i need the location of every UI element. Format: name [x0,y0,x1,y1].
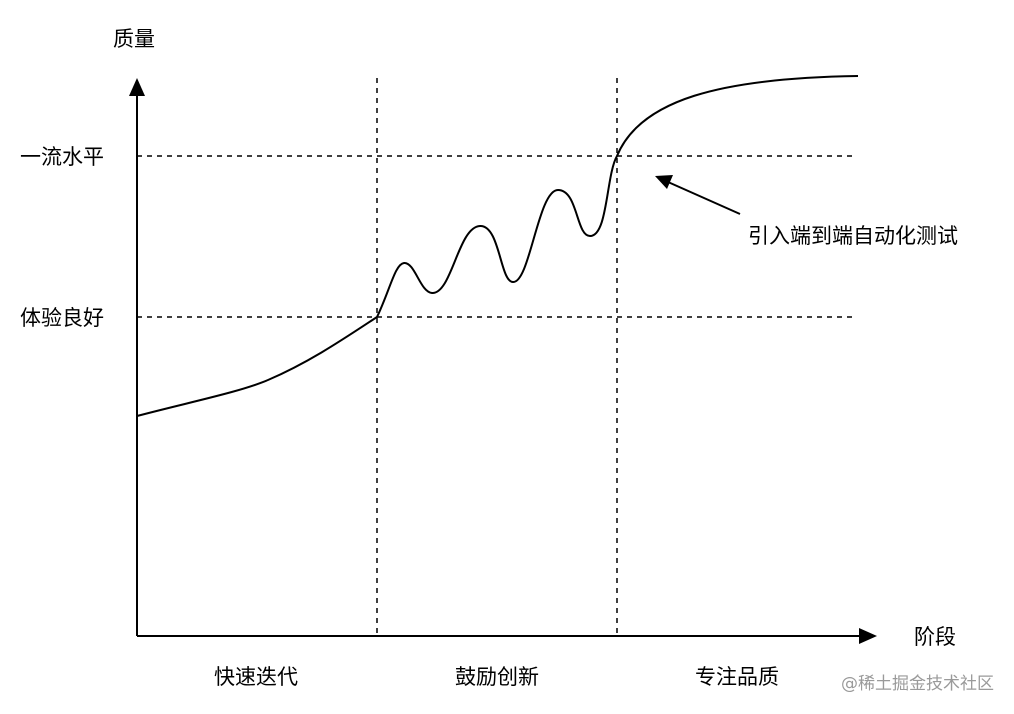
level-label-top: 一流水平 [20,145,104,169]
annotation-arrow-shaft [667,181,741,215]
quality-curve [136,75,859,417]
watermark: @稀土掘金技术社区 [841,674,994,694]
y-axis-arrowhead [129,78,145,96]
annotation-arrowhead [655,175,673,189]
x-axis-arrowhead [859,628,877,644]
x-axis-label: 阶段 [914,625,956,649]
annotation-label: 引入端到端自动化测试 [748,224,958,248]
y-axis-label: 质量 [113,27,155,51]
stage-label-3: 专注品质 [695,665,779,689]
level-label-middle: 体验良好 [20,306,104,330]
stage-label-2: 鼓励创新 [455,665,539,689]
stage-label-1: 快速迭代 [214,665,298,689]
